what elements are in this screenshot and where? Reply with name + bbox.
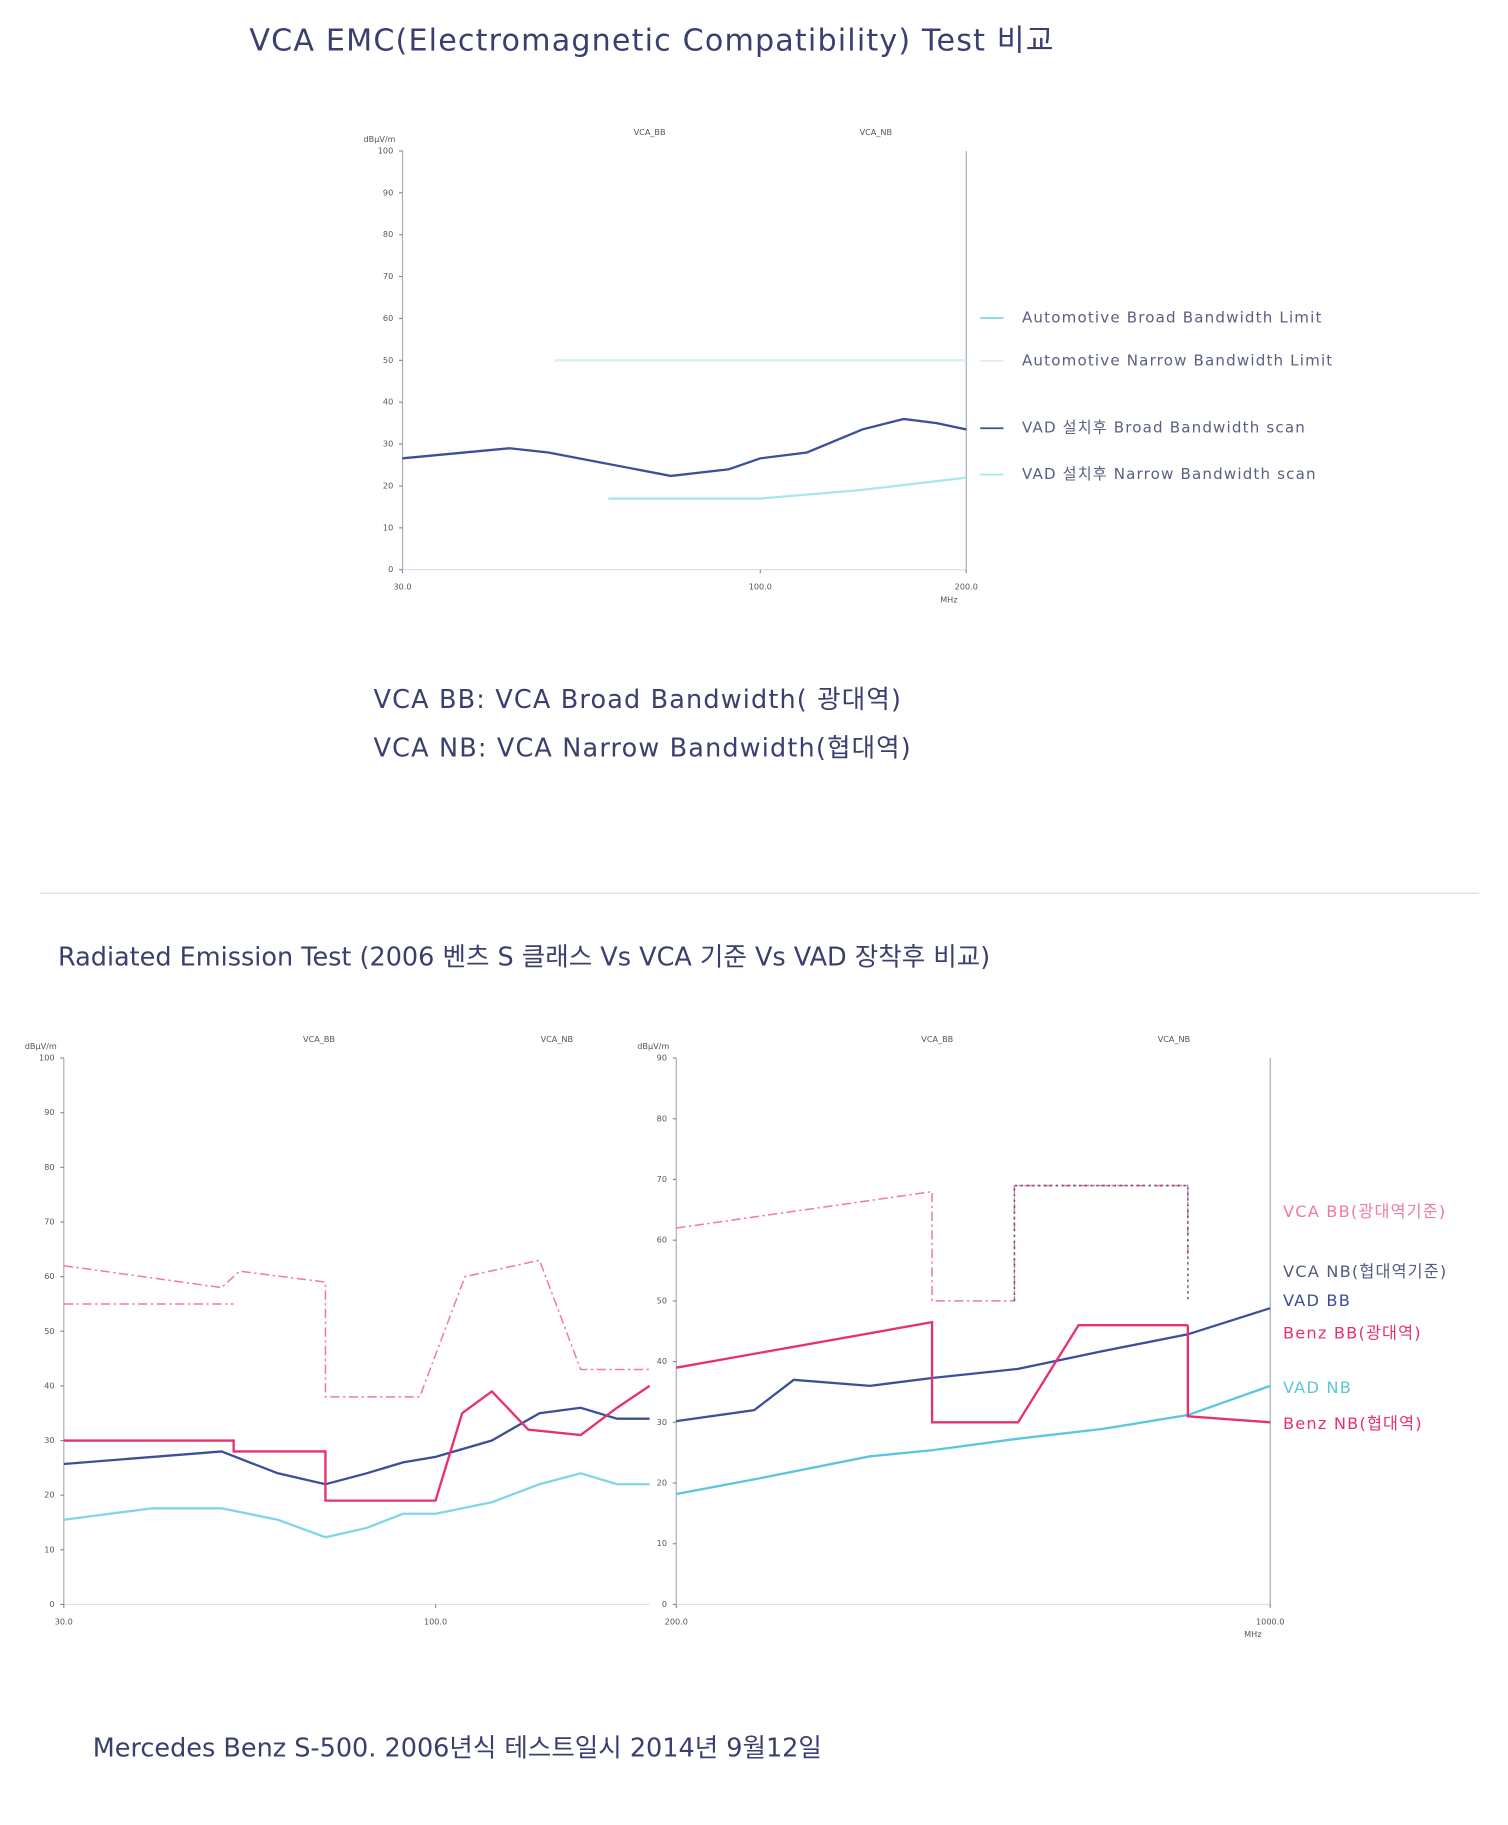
- legend-label: VCA NB(협대역기준): [1283, 1262, 1447, 1281]
- legend-label: Benz BB(광대역): [1283, 1324, 1422, 1343]
- legend-label: Automotive Narrow Bandwidth Limit: [1022, 351, 1333, 369]
- top-label: VCA_BB: [921, 1034, 953, 1044]
- footer: Mercedes Benz S-500. 2006년식 테스트일시 2014년 …: [93, 1733, 822, 1763]
- x-axis-label: MHz: [1244, 1629, 1261, 1639]
- legend-label: VAD 설치후 Narrow Bandwidth scan: [1022, 465, 1317, 483]
- legend-label: VAD 설치후 Broad Bandwidth scan: [1022, 419, 1306, 437]
- legend-label: Benz NB(협대역): [1283, 1414, 1423, 1433]
- series-line: [676, 1320, 1188, 1424]
- y-tick-label: 0: [662, 1599, 667, 1609]
- y-tick-label: 30: [383, 439, 393, 449]
- x-axis-label: MHz: [940, 594, 957, 604]
- legend-label: VAD NB: [1283, 1378, 1352, 1397]
- y-tick-label: 100: [378, 145, 393, 155]
- series-line: [676, 1184, 1189, 1302]
- top-label: VCA_BB: [303, 1034, 335, 1044]
- y-tick-label: 90: [657, 1053, 667, 1063]
- y-tick-label: 40: [383, 397, 393, 407]
- y-tick-label: 100: [39, 1053, 54, 1063]
- y-tick-label: 50: [657, 1295, 667, 1305]
- series-line: [63, 1472, 650, 1539]
- y-axis-label: dBµV/m: [25, 1041, 57, 1051]
- legend-label: Automotive Broad Bandwidth Limit: [1022, 309, 1323, 327]
- note: VCA NB: VCA Narrow Bandwidth(협대역): [374, 734, 912, 764]
- y-tick-label: 40: [44, 1380, 54, 1390]
- y-tick-label: 60: [657, 1235, 667, 1245]
- y-tick-label: 50: [44, 1326, 54, 1336]
- top-label: VCA_BB: [634, 127, 666, 137]
- y-tick-label: 40: [657, 1356, 667, 1366]
- series-line: [676, 1384, 1271, 1496]
- y-tick-label: 60: [44, 1271, 54, 1281]
- x-tick-label: 100.0: [749, 582, 772, 592]
- x-tick-label: 200.0: [665, 1616, 688, 1626]
- y-tick-label: 80: [657, 1113, 667, 1123]
- x-tick-label: 30.0: [55, 1616, 73, 1626]
- series-line: [402, 417, 967, 478]
- y-tick-label: 70: [383, 271, 393, 281]
- y-tick-label: 20: [657, 1478, 667, 1488]
- y-tick-label: 30: [657, 1417, 667, 1427]
- top-label: VCA_NB: [1158, 1034, 1190, 1044]
- x-tick-label: 1000.0: [1256, 1616, 1284, 1626]
- y-tick-label: 80: [383, 229, 393, 239]
- section-title: Radiated Emission Test (2006 벤츠 S 클래스 Vs…: [58, 942, 990, 972]
- series-line: [63, 1406, 650, 1486]
- series-line: [1186, 1325, 1271, 1424]
- legend-label: VAD BB: [1283, 1291, 1351, 1310]
- y-tick-label: 20: [383, 480, 393, 490]
- y-tick-label: 50: [383, 355, 393, 365]
- x-tick-label: 30.0: [393, 582, 411, 592]
- top-label: VCA_NB: [860, 127, 892, 137]
- y-tick-label: 10: [383, 522, 393, 532]
- series-line: [608, 476, 967, 500]
- x-tick-label: 100.0: [424, 1616, 447, 1626]
- y-tick-label: 0: [388, 564, 393, 574]
- y-tick-label: 60: [383, 313, 393, 323]
- y-tick-label: 70: [44, 1216, 54, 1226]
- y-tick-label: 10: [657, 1538, 667, 1548]
- y-axis-label: dBµV/m: [363, 134, 395, 144]
- series-line: [63, 1384, 651, 1502]
- series-line: [63, 1259, 650, 1398]
- title: VCA EMC(Electromagnetic Compatibility) T…: [249, 23, 1054, 58]
- y-tick-label: 20: [44, 1490, 54, 1500]
- top-label: VCA_NB: [541, 1034, 573, 1044]
- y-tick-label: 10: [44, 1544, 54, 1554]
- y-tick-label: 90: [383, 187, 393, 197]
- y-tick-label: 70: [657, 1174, 667, 1184]
- x-tick-label: 200.0: [955, 582, 978, 592]
- y-axis-label: dBµV/m: [637, 1041, 669, 1051]
- y-tick-label: 90: [44, 1107, 54, 1117]
- y-tick-label: 80: [44, 1162, 54, 1172]
- note: VCA BB: VCA Broad Bandwidth( 광대역): [374, 685, 903, 715]
- y-tick-label: 30: [44, 1435, 54, 1445]
- y-tick-label: 0: [49, 1599, 54, 1609]
- legend-label: VCA BB(광대역기준): [1283, 1202, 1446, 1221]
- series-line: [1013, 1184, 1189, 1301]
